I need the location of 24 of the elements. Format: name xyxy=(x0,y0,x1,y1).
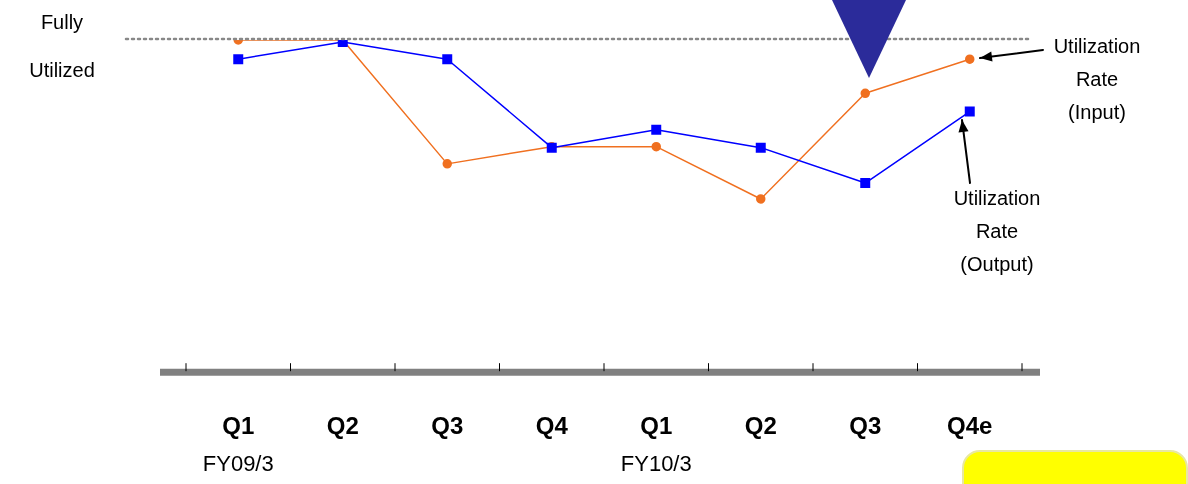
x-tick-label: Q4 xyxy=(535,412,569,440)
x-tick-label: Q1 xyxy=(222,412,255,440)
x-tick-label: Q3 xyxy=(431,412,464,440)
point xyxy=(860,88,870,99)
x-tick-label: Q3 xyxy=(849,412,882,440)
text: Utilization Rate (Input) xyxy=(1053,34,1141,123)
point xyxy=(651,141,661,152)
point xyxy=(755,142,766,153)
point xyxy=(860,178,871,189)
point xyxy=(442,54,453,65)
x-tick-label: Q2 xyxy=(744,412,777,440)
x-tick-label: Q2 xyxy=(326,412,359,440)
text: FY10/3 xyxy=(620,451,692,477)
point xyxy=(756,194,766,204)
point xyxy=(965,54,975,64)
text: Fully Utilized xyxy=(29,10,95,81)
x-tick-label: Q4e xyxy=(947,412,993,440)
x-tick-label: Q1 xyxy=(640,412,673,440)
text: Utilization Rate (Output) xyxy=(953,186,1041,275)
point xyxy=(233,54,244,65)
point xyxy=(964,106,975,117)
text: FY09/3 xyxy=(202,451,274,477)
point xyxy=(442,159,452,169)
point xyxy=(651,124,662,135)
